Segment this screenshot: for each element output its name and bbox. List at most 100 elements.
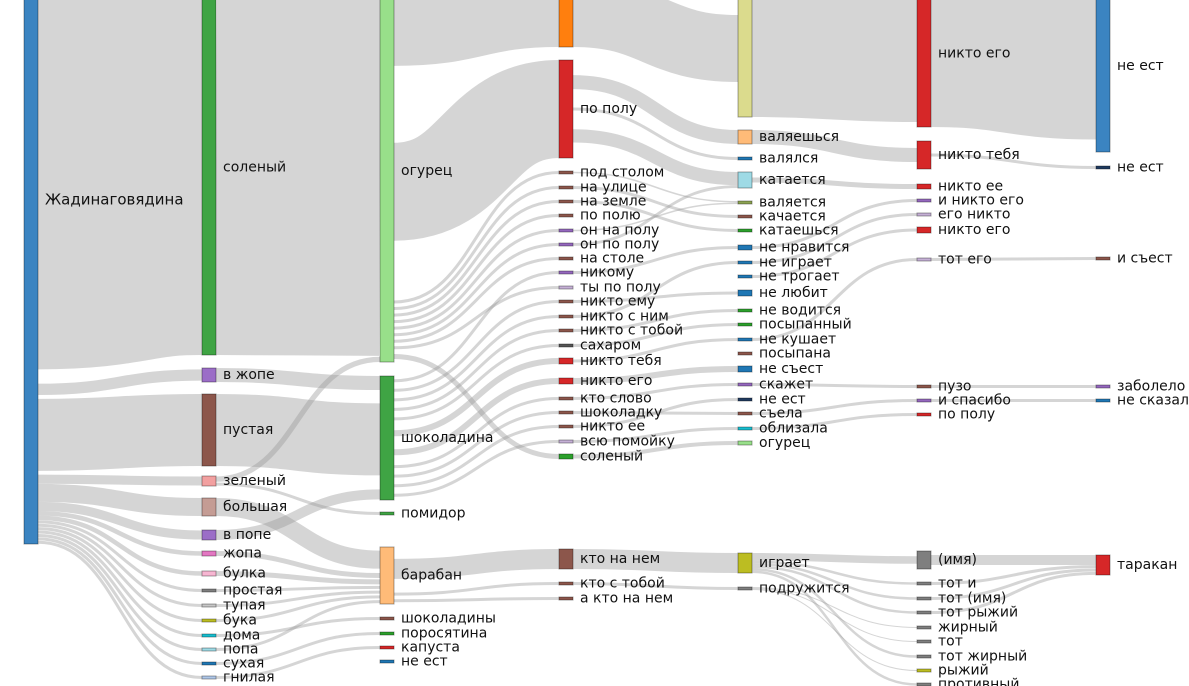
node-n30[interactable] — [558, 0, 574, 48]
node-n62[interactable] — [737, 156, 753, 161]
node-n92[interactable] — [916, 183, 932, 190]
node-n95[interactable] — [916, 226, 932, 234]
node-n90[interactable] — [916, 0, 932, 128]
node-n53[interactable] — [558, 581, 574, 586]
node-n103[interactable] — [916, 610, 932, 615]
node-n71[interactable] — [737, 308, 753, 313]
node-n63[interactable] — [737, 171, 753, 189]
node-n76[interactable] — [737, 382, 753, 387]
node-n74[interactable] — [737, 351, 753, 356]
node-n15[interactable] — [201, 675, 217, 680]
node-n48[interactable] — [558, 410, 574, 415]
node-label-n66: катаешься — [759, 223, 839, 239]
node-n72[interactable] — [737, 322, 753, 327]
node-n81[interactable] — [737, 552, 753, 574]
node-n12[interactable] — [201, 633, 217, 638]
node-n61[interactable] — [737, 129, 753, 145]
node-n35[interactable] — [558, 213, 574, 218]
node-n65[interactable] — [737, 214, 753, 219]
node-n50[interactable] — [558, 439, 574, 444]
node-n20[interactable] — [379, 0, 395, 363]
node-n105[interactable] — [916, 639, 932, 644]
node-n36[interactable] — [558, 228, 574, 233]
node-n26[interactable] — [379, 645, 395, 650]
node-n113[interactable] — [1095, 384, 1111, 389]
node-n52[interactable] — [558, 548, 574, 570]
link-n6-n21 — [215, 489, 381, 540]
node-n32[interactable] — [558, 170, 574, 175]
node-n45[interactable] — [558, 357, 574, 365]
node-n98[interactable] — [916, 398, 932, 403]
node-n13[interactable] — [201, 647, 217, 652]
node-n80[interactable] — [737, 440, 753, 446]
node-n37[interactable] — [558, 242, 574, 247]
node-n73[interactable] — [737, 337, 753, 342]
node-n96[interactable] — [916, 257, 932, 262]
node-n47[interactable] — [558, 396, 574, 401]
node-n49[interactable] — [558, 424, 574, 429]
node-n33[interactable] — [558, 185, 574, 190]
node-n108[interactable] — [916, 682, 932, 686]
node-n46[interactable] — [558, 377, 574, 385]
node-n78[interactable] — [737, 411, 753, 416]
node-n94[interactable] — [916, 212, 932, 217]
node-n9[interactable] — [201, 588, 217, 593]
node-n107[interactable] — [916, 668, 932, 673]
node-n6[interactable] — [201, 529, 217, 541]
node-n2[interactable] — [201, 367, 217, 383]
node-n70[interactable] — [737, 289, 753, 297]
node-n3[interactable] — [201, 393, 217, 467]
node-n69[interactable] — [737, 274, 753, 279]
node-n11[interactable] — [201, 618, 217, 623]
node-n99[interactable] — [916, 412, 932, 417]
node-n1[interactable] — [201, 0, 217, 356]
node-n101[interactable] — [916, 581, 932, 586]
node-n7[interactable] — [201, 550, 217, 557]
node-n82[interactable] — [737, 586, 753, 591]
node-n75[interactable] — [737, 365, 753, 373]
node-n111[interactable] — [1095, 165, 1111, 170]
node-n43[interactable] — [558, 328, 574, 333]
node-n31[interactable] — [558, 59, 574, 159]
node-n40[interactable] — [558, 285, 574, 290]
node-n102[interactable] — [916, 596, 932, 601]
node-n5[interactable] — [201, 497, 217, 517]
node-n34[interactable] — [558, 199, 574, 204]
node-n4[interactable] — [201, 475, 217, 487]
link-n102-n115 — [930, 568, 1097, 600]
node-n42[interactable] — [558, 314, 574, 319]
node-n38[interactable] — [558, 256, 574, 261]
node-n79[interactable] — [737, 426, 753, 431]
node-n64[interactable] — [737, 200, 753, 205]
node-n60[interactable] — [737, 0, 753, 118]
node-n25[interactable] — [379, 631, 395, 636]
node-n54[interactable] — [558, 596, 574, 601]
node-n91[interactable] — [916, 140, 932, 170]
node-n106[interactable] — [916, 654, 932, 659]
node-n97[interactable] — [916, 384, 932, 389]
node-n44[interactable] — [558, 343, 574, 348]
node-n24[interactable] — [379, 616, 395, 621]
node-n77[interactable] — [737, 397, 753, 402]
node-n104[interactable] — [916, 625, 932, 630]
node-n41[interactable] — [558, 299, 574, 304]
node-n27[interactable] — [379, 659, 395, 664]
node-n110[interactable] — [1095, 0, 1111, 153]
node-n93[interactable] — [916, 198, 932, 203]
node-n10[interactable] — [201, 603, 217, 608]
node-n114[interactable] — [1095, 398, 1111, 403]
node-n66[interactable] — [737, 228, 753, 233]
node-n8[interactable] — [201, 570, 217, 577]
node-n51[interactable] — [558, 453, 574, 460]
node-n68[interactable] — [737, 260, 753, 265]
node-n14[interactable] — [201, 661, 217, 666]
node-n115[interactable] — [1095, 554, 1111, 576]
node-n0[interactable] — [23, 0, 39, 545]
node-n112[interactable] — [1095, 256, 1111, 261]
node-n100[interactable] — [916, 550, 932, 570]
node-n21[interactable] — [379, 375, 395, 501]
node-n23[interactable] — [379, 546, 395, 605]
node-n22[interactable] — [379, 511, 395, 516]
node-n39[interactable] — [558, 270, 574, 275]
node-n67[interactable] — [737, 244, 753, 251]
